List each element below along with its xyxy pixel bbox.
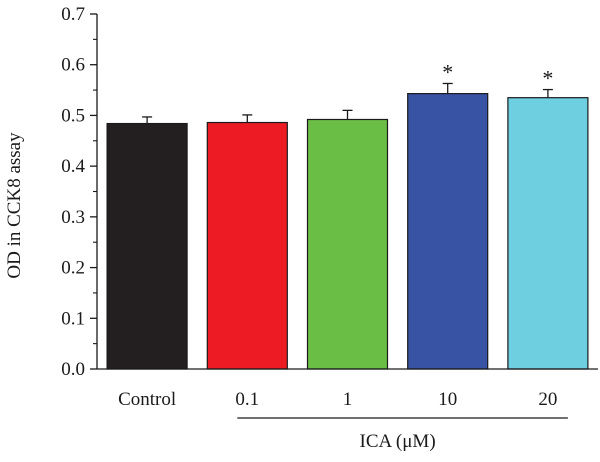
- y-tick-label: 0.2: [61, 258, 85, 279]
- y-tick-label: 0.1: [61, 308, 85, 329]
- y-tick-label: 0.6: [61, 55, 85, 76]
- x-tick-label: Control: [118, 389, 176, 410]
- x-tick-label: 10: [438, 389, 457, 410]
- bar-20: [507, 97, 589, 370]
- significance-marker: *: [442, 59, 453, 84]
- bar-10: [407, 93, 489, 370]
- significance-marker: *: [542, 66, 553, 91]
- y-tick-label: 0.7: [61, 4, 85, 25]
- y-tick-label: 0.5: [61, 105, 85, 126]
- y-tick-label: 0.0: [61, 359, 85, 380]
- y-axis-ticks: 0.0 0.1 0.2 0.3 0.4 0.5 0.6 0.7: [61, 4, 97, 380]
- y-tick-label: 0.3: [61, 207, 85, 228]
- x-tick-label: 1: [343, 389, 353, 410]
- bar-0.1: [206, 121, 288, 370]
- bar-Control: [106, 122, 188, 370]
- x-tick-label: 0.1: [235, 389, 259, 410]
- x-tick-label: 20: [538, 389, 557, 410]
- x-axis-title: ICA (μM): [360, 431, 436, 452]
- bars: * *: [106, 59, 589, 370]
- bar-1: [306, 118, 389, 370]
- x-axis-tick-labels: Control 0.1 1 10 20: [118, 389, 557, 410]
- y-tick-label: 0.4: [61, 156, 85, 177]
- y-axis-title: OD in CCK8 assay: [4, 132, 25, 279]
